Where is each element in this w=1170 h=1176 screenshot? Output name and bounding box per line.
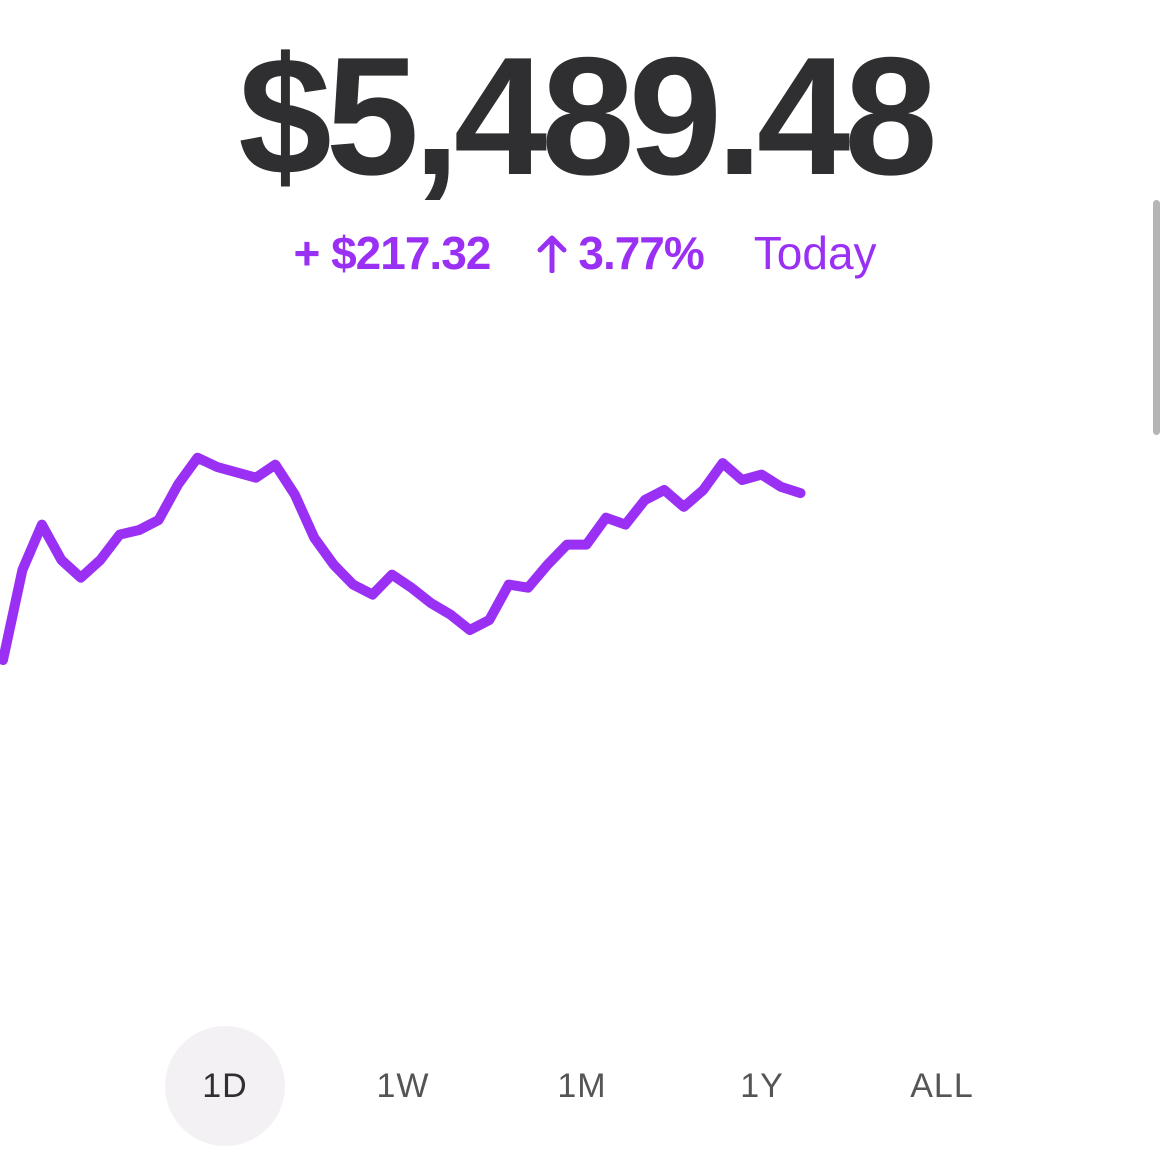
period-label: Today — [753, 227, 877, 279]
range-selector: 1D 1W 1M 1Y ALL — [0, 1026, 1170, 1146]
up-arrow-icon — [537, 235, 567, 273]
change-amount: + $217.32 — [293, 227, 491, 279]
range-button[interactable]: 1Y — [740, 1066, 784, 1105]
balance: $5,489.48 — [238, 22, 937, 210]
range-button[interactable]: 1W — [376, 1066, 430, 1105]
range-button[interactable]: 1M — [557, 1066, 607, 1105]
range-button[interactable]: ALL — [910, 1066, 974, 1105]
scrollbar — [1153, 200, 1160, 435]
change-percent: 3.77% — [578, 227, 704, 279]
range-button[interactable]: 1D — [165, 1026, 285, 1146]
price-line — [0, 452, 806, 665]
change-row: + $217.32 3.77% Today — [0, 226, 1170, 280]
